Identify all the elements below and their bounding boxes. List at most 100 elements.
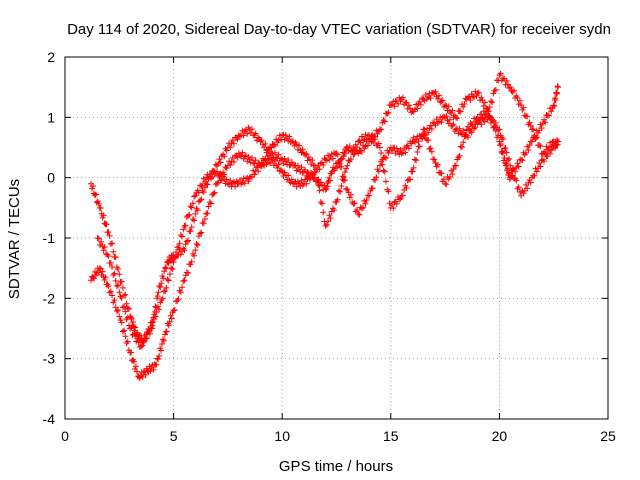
- data-point: [350, 151, 357, 158]
- data-point: [409, 168, 416, 175]
- data-point: [410, 164, 417, 171]
- x-tick-label: 0: [61, 428, 69, 444]
- data-point: [537, 143, 544, 150]
- data-point: [177, 289, 184, 296]
- data-point: [457, 108, 464, 115]
- data-point: [258, 163, 265, 170]
- data-point: [176, 240, 183, 247]
- data-point: [275, 161, 282, 168]
- data-point: [340, 177, 347, 184]
- data-point: [193, 240, 200, 247]
- data-point: [399, 192, 406, 199]
- data-point: [390, 205, 397, 212]
- data-point: [503, 160, 510, 167]
- data-point: [285, 172, 292, 179]
- data-point: [192, 247, 199, 254]
- data-point: [193, 205, 200, 212]
- data-point: [414, 105, 421, 112]
- data-point: [320, 162, 327, 169]
- data-point: [220, 151, 227, 158]
- data-point: [293, 183, 300, 190]
- y-tick-label: 0: [47, 170, 55, 186]
- data-point: [157, 284, 164, 291]
- data-point: [333, 150, 340, 157]
- data-point: [323, 221, 330, 228]
- data-point: [169, 266, 176, 273]
- data-point: [381, 118, 388, 125]
- data-point: [245, 178, 252, 185]
- data-point: [384, 110, 391, 117]
- chart-title: Day 114 of 2020, Sidereal Day-to-day VTE…: [67, 21, 611, 38]
- data-point: [347, 191, 354, 198]
- data-point: [490, 90, 497, 97]
- data-point: [165, 322, 172, 329]
- data-point: [230, 158, 237, 165]
- data-point: [155, 356, 162, 363]
- x-axis-label: GPS time / hours: [279, 458, 393, 475]
- data-point: [338, 163, 345, 170]
- data-point: [303, 180, 310, 187]
- data-point: [96, 265, 103, 272]
- data-point: [191, 193, 198, 200]
- data-point: [257, 138, 264, 145]
- data-point: [189, 200, 196, 207]
- data-point: [385, 109, 392, 116]
- data-point: [439, 97, 446, 104]
- data-point: [163, 265, 170, 272]
- data-point: [162, 288, 169, 295]
- data-point: [472, 119, 479, 126]
- data-point: [195, 189, 202, 196]
- data-point: [541, 158, 548, 165]
- data-point: [264, 153, 271, 160]
- data-point: [416, 98, 423, 105]
- data-point: [116, 313, 123, 320]
- data-point: [255, 134, 262, 141]
- data-point: [249, 126, 256, 133]
- data-point: [221, 153, 228, 160]
- data-point: [127, 325, 134, 332]
- data-point: [393, 200, 400, 207]
- data-point: [302, 151, 309, 158]
- data-point: [270, 141, 277, 148]
- data-point: [428, 148, 435, 155]
- data-point: [179, 284, 186, 291]
- data-point: [201, 178, 208, 185]
- data-point: [414, 149, 421, 156]
- data-point: [113, 308, 120, 315]
- data-point: [110, 272, 117, 279]
- data-point: [102, 274, 109, 281]
- data-point: [216, 156, 223, 163]
- data-point: [180, 226, 187, 233]
- data-point: [234, 136, 241, 143]
- data-point: [166, 318, 173, 325]
- data-point: [387, 102, 394, 109]
- data-point: [181, 247, 188, 254]
- data-point: [411, 156, 418, 163]
- data-point: [107, 259, 114, 266]
- data-point: [217, 159, 224, 166]
- data-point: [316, 187, 323, 194]
- data-point: [188, 258, 195, 265]
- data-point: [211, 189, 218, 196]
- data-point: [320, 209, 327, 216]
- data-point: [496, 72, 503, 79]
- data-point: [296, 142, 303, 149]
- data-point: [551, 103, 558, 110]
- data-point: [197, 230, 204, 237]
- data-point: [298, 164, 305, 171]
- data-point: [312, 166, 319, 173]
- data-point: [142, 335, 149, 342]
- data-point: [106, 232, 113, 239]
- data-point: [223, 147, 230, 154]
- data-point: [90, 275, 97, 282]
- data-point: [475, 116, 482, 123]
- data-point: [194, 207, 201, 214]
- data-point: [380, 167, 387, 174]
- data-point: [111, 297, 118, 304]
- data-point: [200, 220, 207, 227]
- data-point: [329, 155, 336, 162]
- data-point: [402, 149, 409, 156]
- data-point: [319, 200, 326, 207]
- data-point: [165, 259, 172, 266]
- data-points: [88, 70, 562, 381]
